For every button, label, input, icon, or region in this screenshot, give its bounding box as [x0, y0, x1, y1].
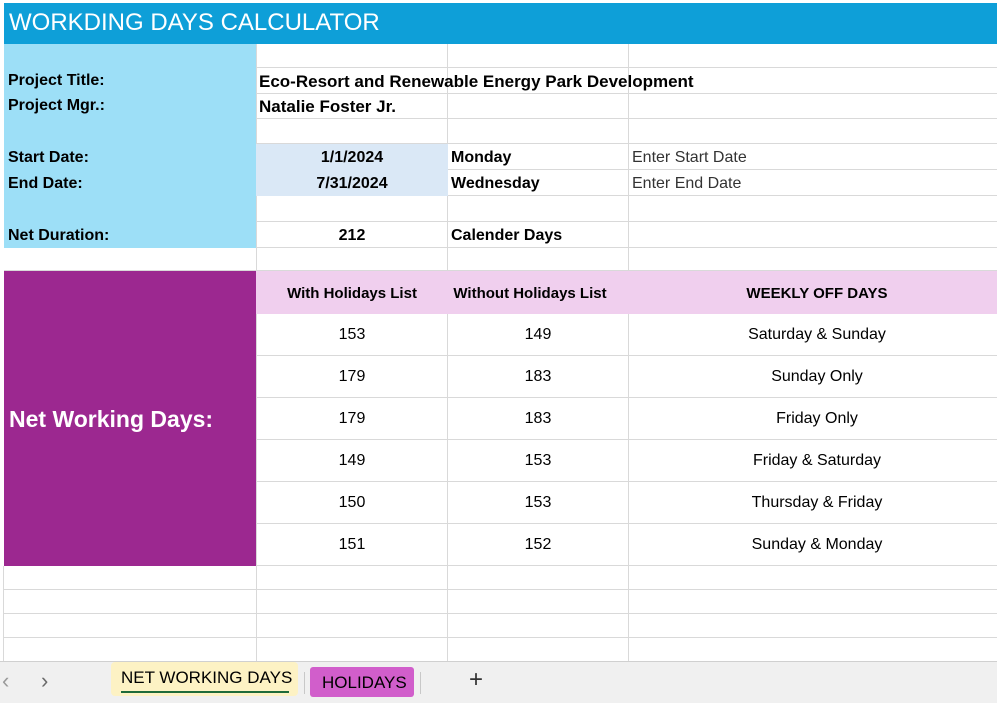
project-title-label: Project Title: [8, 72, 105, 89]
weekly-off-cell: Saturday & Sunday [748, 326, 886, 343]
gridline [4, 637, 997, 638]
header-weekly-off: WEEKLY OFF DAYS [746, 285, 888, 302]
gridline [4, 589, 997, 590]
project-title-value[interactable]: Eco-Resort and Renewable Energy Park Dev… [259, 72, 694, 91]
tab-separator [420, 672, 421, 694]
net-working-days-label: Net Working Days: [9, 406, 214, 432]
without-holidays-cell: 153 [524, 494, 552, 511]
label-panel [4, 44, 256, 248]
gridline [256, 397, 997, 398]
weekly-off-cell: Sunday Only [771, 368, 863, 385]
gridline [4, 169, 997, 170]
start-date-cell[interactable] [256, 144, 448, 170]
gridline [4, 143, 997, 144]
without-holidays-cell: 149 [524, 326, 552, 343]
scroll-tabs-right-icon[interactable]: › [41, 668, 49, 693]
gridline [4, 67, 997, 68]
gridline [4, 270, 997, 271]
tab-holidays-label[interactable]: HOLIDAYS [322, 673, 407, 692]
end-date-value[interactable]: 7/31/2024 [316, 175, 388, 192]
tab-holidays[interactable] [310, 667, 414, 697]
title-bar [4, 3, 997, 44]
without-holidays-cell: 183 [524, 368, 552, 385]
with-holidays-cell: 179 [338, 368, 366, 385]
gridline [4, 613, 997, 614]
without-holidays-cell: 183 [524, 410, 552, 427]
start-day: Monday [451, 149, 512, 166]
start-date-value[interactable]: 1/1/2024 [320, 149, 384, 166]
scroll-tabs-left-icon[interactable]: ‹ [2, 668, 10, 693]
sheet-title: WORKDING DAYS CALCULATOR [9, 9, 380, 36]
gridline [4, 221, 997, 222]
header-without-holidays: Without Holidays List [453, 285, 607, 302]
end-date-cell[interactable] [256, 170, 448, 196]
project-manager-label: Project Mgr.: [8, 97, 105, 114]
with-holidays-cell: 153 [338, 326, 366, 343]
net-duration-label: Net Duration: [8, 227, 110, 244]
gridline [4, 118, 997, 119]
gridline [447, 44, 448, 661]
with-holidays-cell: 151 [338, 536, 366, 553]
active-tab-indicator [121, 691, 289, 693]
net-working-days-panel [4, 271, 256, 566]
with-holidays-cell: 179 [338, 410, 366, 427]
results-header-row [256, 271, 997, 314]
with-holidays-cell: 150 [338, 494, 366, 511]
without-holidays-cell: 152 [524, 536, 552, 553]
gridline [256, 44, 257, 661]
weekly-off-cell: Friday Only [776, 410, 858, 427]
gridline [256, 355, 997, 356]
header-with-holidays: With Holidays List [287, 285, 417, 302]
gridline [628, 44, 629, 661]
with-holidays-cell: 149 [338, 452, 366, 469]
without-holidays-cell: 153 [524, 452, 552, 469]
gridline [4, 565, 997, 566]
end-date-label: End Date: [8, 175, 83, 192]
weekly-off-cell: Thursday & Friday [751, 494, 883, 511]
gridline [256, 523, 997, 524]
gridline [256, 481, 997, 482]
end-date-hint: Enter End Date [632, 175, 742, 192]
weekly-off-cell: Sunday & Monday [751, 536, 883, 553]
tab-net-working-days-label[interactable]: NET WORKING DAYS [121, 668, 293, 687]
end-day: Wednesday [451, 175, 540, 192]
add-sheet-icon[interactable]: + [469, 666, 484, 693]
gridline [4, 93, 997, 94]
gridline [4, 247, 997, 248]
start-date-label: Start Date: [8, 149, 89, 166]
gridline [3, 566, 4, 661]
net-duration-unit: Calender Days [451, 227, 563, 244]
tab-net-working-days[interactable] [111, 662, 298, 696]
weekly-off-cell: Friday & Saturday [752, 452, 882, 469]
tab-separator [304, 672, 305, 694]
gridline [256, 439, 997, 440]
gridline [4, 195, 997, 196]
project-manager-value[interactable]: Natalie Foster Jr. [259, 97, 397, 116]
start-date-hint: Enter Start Date [632, 149, 747, 166]
net-duration-value: 212 [338, 227, 366, 244]
